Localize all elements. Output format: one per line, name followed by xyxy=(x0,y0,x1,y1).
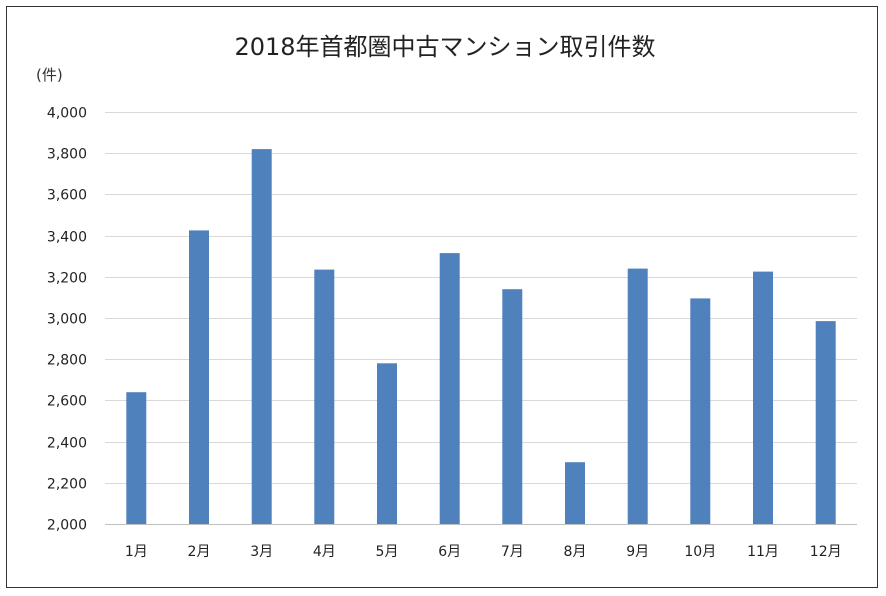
x-tick-label: 5月 xyxy=(376,544,399,560)
x-tick-label: 9月 xyxy=(626,544,649,560)
y-tick-label: 2,200 xyxy=(47,477,87,493)
x-axis-ticks: 1月 2月 3月 4月 5月 6月 7月 8月 9月 10月 11月 12月 xyxy=(125,544,842,560)
bar-5 xyxy=(377,363,397,524)
x-tick-label: 11月 xyxy=(747,544,779,560)
y-tick-label: 3,800 xyxy=(47,147,87,163)
x-tick-label: 2月 xyxy=(188,544,211,560)
y-tick-label: 3,200 xyxy=(47,271,87,287)
bar-11 xyxy=(753,271,773,524)
x-tick-label: 4月 xyxy=(313,544,336,560)
x-tick-label: 8月 xyxy=(564,544,587,560)
x-tick-label: 10月 xyxy=(684,544,716,560)
x-tick-label: 1月 xyxy=(125,544,148,560)
y-tick-label: 3,600 xyxy=(47,188,87,204)
bar-3 xyxy=(251,149,272,524)
bar-8 xyxy=(565,462,585,524)
bar-6 xyxy=(439,253,460,524)
y-axis-ticks: 2,000 2,200 2,400 2,600 2,800 3,000 3,200 3,400… xyxy=(47,106,87,534)
bar-9 xyxy=(627,268,648,524)
bar-1 xyxy=(126,392,147,524)
y-tick-label: 2,000 xyxy=(47,518,87,534)
gridlines xyxy=(105,112,857,525)
chart-title: 2018年首都圏中古マンション取引件数 xyxy=(234,33,655,61)
bar-2 xyxy=(189,230,209,524)
bar-10 xyxy=(690,298,711,524)
y-tick-label: 2,800 xyxy=(47,353,87,369)
y-tick-label: 4,000 xyxy=(47,106,87,122)
bar-12 xyxy=(815,321,836,524)
bars xyxy=(126,149,836,524)
y-tick-label: 3,400 xyxy=(47,230,87,246)
bar-7 xyxy=(502,289,523,524)
x-tick-label: 3月 xyxy=(250,544,273,560)
y-axis-unit-label: (件) xyxy=(36,66,63,84)
x-tick-label: 7月 xyxy=(501,544,524,560)
bar-4 xyxy=(314,269,335,524)
y-tick-label: 3,000 xyxy=(47,312,87,328)
y-tick-label: 2,600 xyxy=(47,394,87,410)
x-tick-label: 6月 xyxy=(438,544,461,560)
y-tick-label: 2,400 xyxy=(47,436,87,452)
x-tick-label: 12月 xyxy=(810,544,842,560)
